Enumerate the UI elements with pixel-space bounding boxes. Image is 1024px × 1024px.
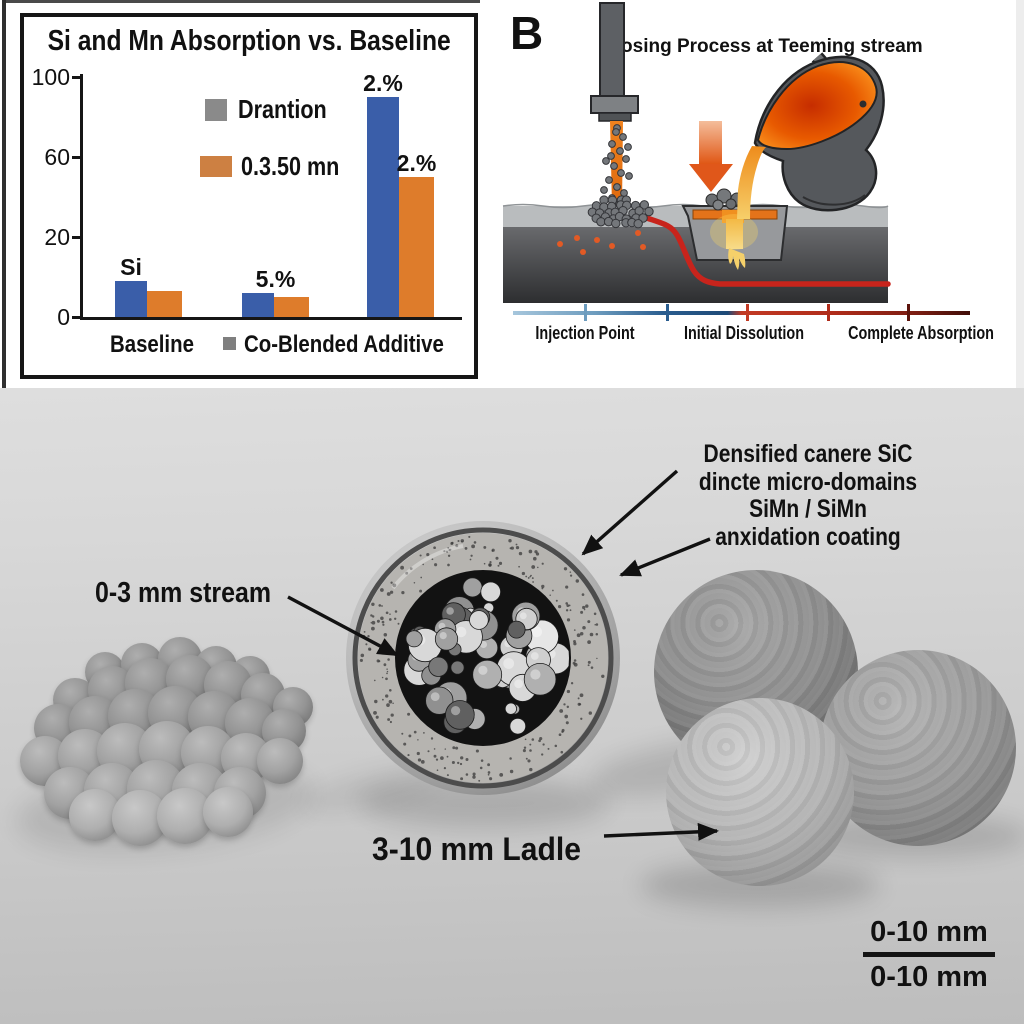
bar-Drantion-g2: [367, 97, 399, 317]
bar-0-3-50-mn-g0: [147, 291, 182, 317]
y-tick-label: 0: [57, 304, 70, 330]
bar-Drantion-g0: [115, 281, 147, 317]
x-label-coblended: Co-Blended Additive: [223, 331, 479, 359]
timeline-label-dissolution: Initial Dissolution: [683, 323, 805, 343]
coating-note-line: Densified canere SiC: [703, 440, 913, 468]
legend-item-mn: 0.3.50 mn: [200, 151, 360, 182]
legend-label: 0.3.50 mn: [241, 151, 340, 181]
oxidation-ring: [352, 527, 614, 789]
y-tick-label: 60: [44, 144, 70, 170]
bar-0-3-50-mn-g1: [274, 297, 309, 317]
x-label-marker-square: [223, 337, 236, 350]
panel-b-title-anchor: Dosing Process at Teeming stream: [607, 36, 922, 58]
chart-title-row: Si and Mn Absorption vs. Baseline: [24, 25, 474, 58]
legend-item-duration: Drantion: [205, 94, 345, 125]
scale-bar-top-label: 0-10 mm: [870, 916, 988, 948]
stream-drips: [728, 248, 746, 270]
bar-value-label: Si: [120, 254, 142, 280]
scale-bar: 0-10 mm 0-10 mm: [860, 916, 998, 994]
panel-b-label: B: [510, 7, 544, 59]
teeming-stream: [737, 146, 766, 219]
y-tick-label: 20: [44, 224, 70, 250]
scale-bar-bottom-label: 0-10 mm: [870, 961, 988, 993]
pellet-pile: [587, 195, 654, 229]
dosing-process-illustration: [502, 2, 970, 321]
stream-size-label: 0-3 mm stream: [95, 577, 272, 609]
pouring-ladle: [753, 52, 885, 212]
bar-value-label: 5.%: [255, 266, 296, 292]
panel-b-title: Dosing Process at Teeming stream: [607, 36, 923, 57]
process-timeline: [513, 311, 970, 315]
y-tick-mark: [72, 316, 80, 319]
coating-note-line: dincte micro-domains: [698, 467, 918, 496]
y-tick-label: 100: [31, 64, 70, 90]
molten-metal: [756, 61, 878, 151]
down-arrow-icon: [689, 121, 733, 192]
chart-title: Si and Mn Absorption vs. Baseline: [47, 25, 451, 57]
y-tick-mark: [72, 76, 80, 79]
chart-plot-area: 0 20 60 100 Si 5.% 2.% 2.%: [0, 0, 1024, 388]
ladle-size-label: 3-10 mm Ladle: [372, 831, 581, 867]
large-sphere-front: [666, 698, 854, 886]
y-axis-line: [80, 74, 83, 320]
cross-section-sphere: [346, 521, 620, 795]
core-granules: [403, 577, 569, 735]
right-edge-strip: [1016, 0, 1024, 388]
left-border-strip: [2, 0, 6, 389]
stream-below-tundish: [726, 219, 743, 249]
bar-value-label: 2.%: [396, 150, 437, 176]
absorption-curve: [641, 214, 891, 287]
x-axis-line: [80, 317, 462, 320]
large-sphere-right: [820, 650, 1016, 846]
bar-Drantion-g1: [242, 293, 274, 317]
y-tick-mark: [72, 236, 80, 239]
timeline-ticks: [584, 304, 910, 321]
y-tick-mark: [72, 156, 80, 159]
rim-highlight: [391, 544, 464, 590]
scale-bar-line: [863, 952, 995, 957]
top-border-strip: [6, 0, 480, 3]
bar-0-3-50-mn-g2: [399, 177, 434, 317]
legend-swatch-gray: [205, 98, 227, 121]
bar-value-label: 2.%: [363, 70, 403, 96]
coating-note-line: SiMn / SiMn: [749, 495, 867, 523]
legend-label: Drantion: [238, 94, 327, 124]
coating-note-line: anxidation coating: [715, 522, 901, 551]
dissolving-particles: [557, 230, 646, 255]
x-label-baseline: Baseline: [110, 331, 194, 358]
timeline-label-absorption: Complete Absorption: [848, 323, 994, 343]
coating-annotation: Densified canere SiC dincte micro-domain…: [698, 440, 918, 551]
legend-swatch-orange: [200, 156, 232, 177]
timeline-label-injection: Injection Point: [535, 323, 635, 343]
